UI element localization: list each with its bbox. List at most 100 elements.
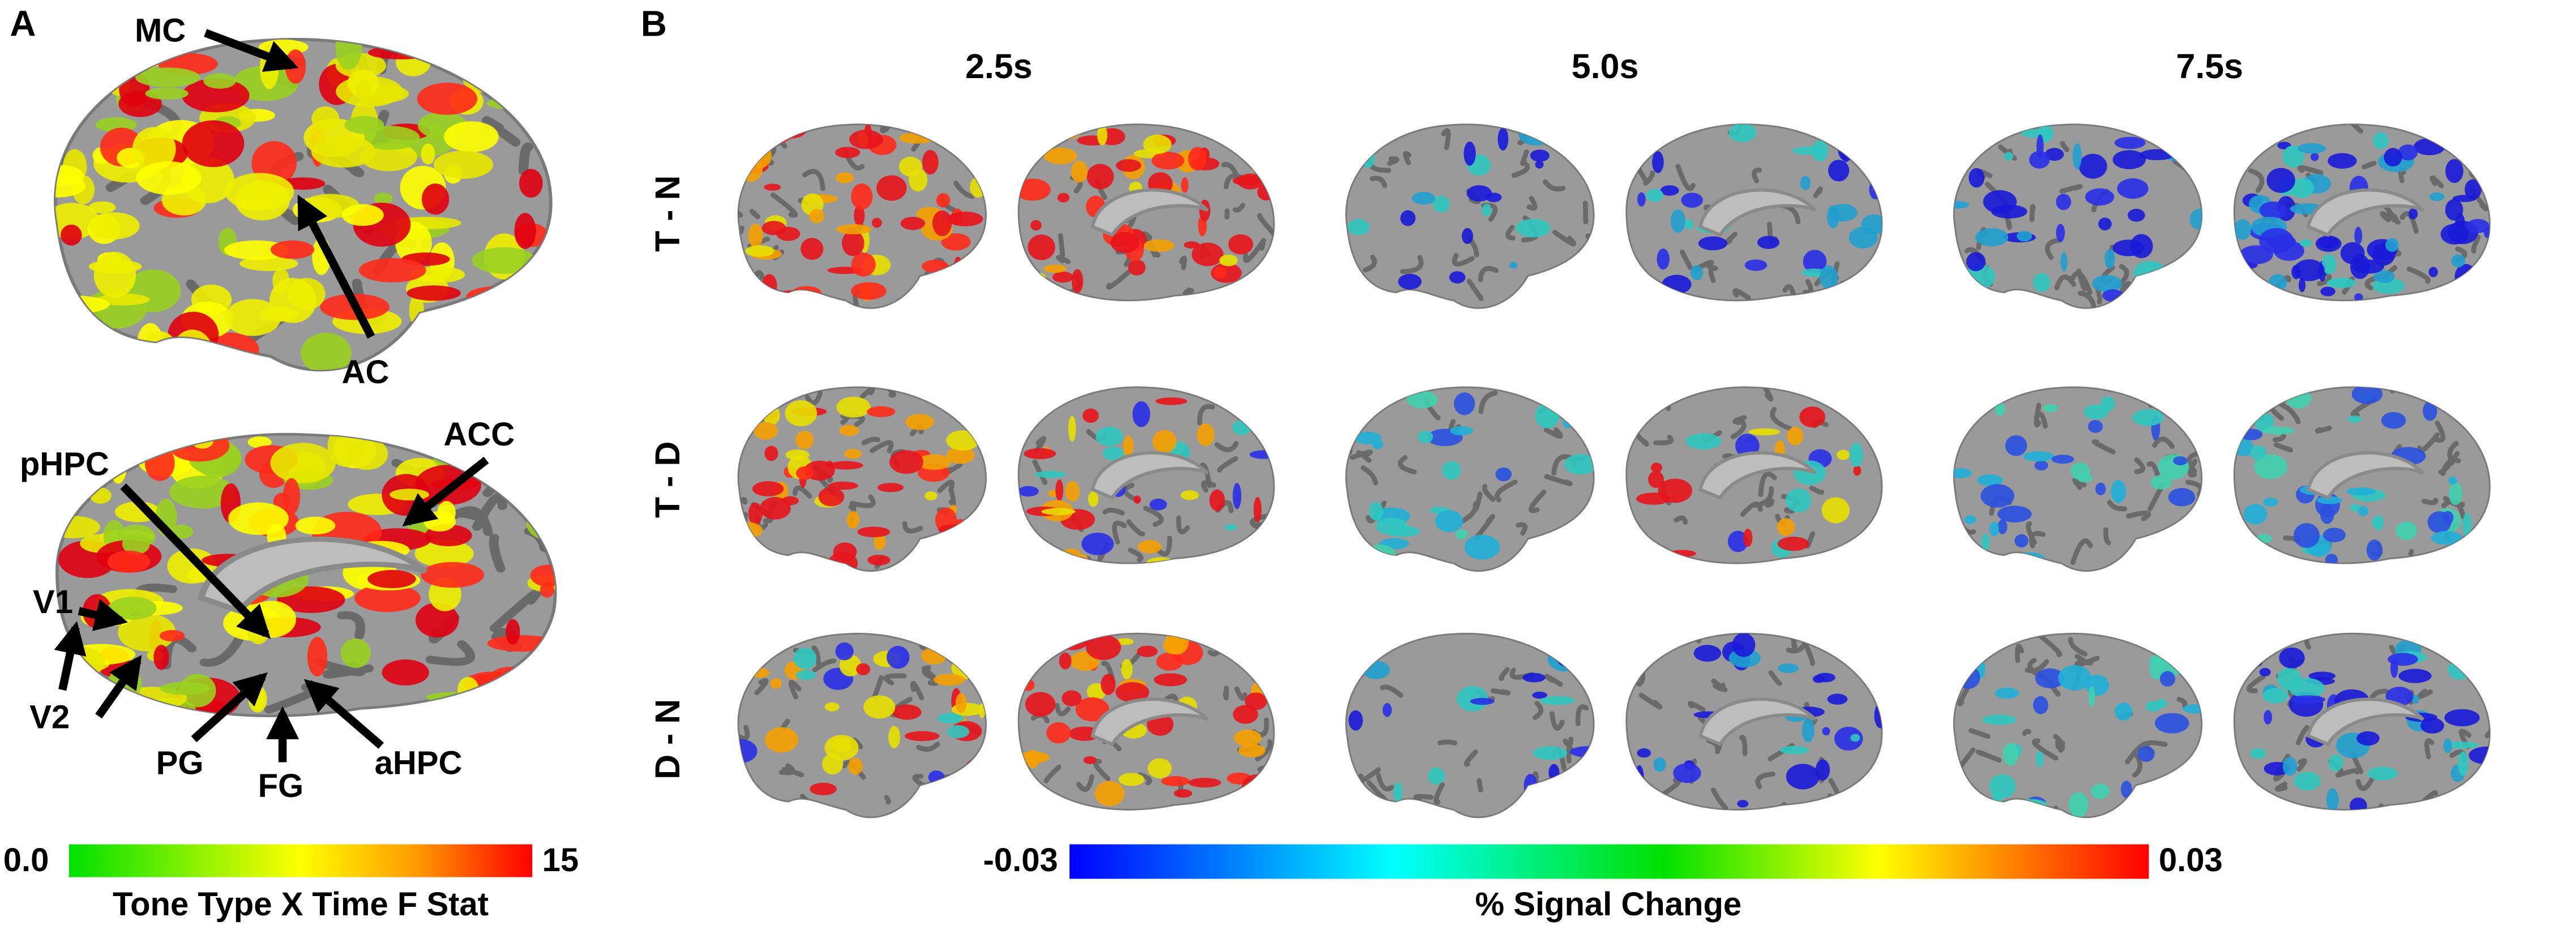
blob xyxy=(1400,210,1416,226)
sulcus xyxy=(2406,266,2430,284)
blob xyxy=(2160,671,2176,687)
sulcus xyxy=(1262,652,1274,662)
sulcus xyxy=(1552,230,1577,247)
sulcus xyxy=(1864,272,1880,297)
blob xyxy=(2083,404,2109,419)
blob xyxy=(742,633,772,646)
blob xyxy=(2476,269,2490,289)
sulcus xyxy=(2471,234,2481,254)
blob xyxy=(2310,152,2319,161)
sulcus xyxy=(2031,738,2059,761)
blob xyxy=(2328,754,2344,772)
blob xyxy=(2234,218,2252,240)
sulcus xyxy=(482,116,521,147)
blob xyxy=(1052,271,1074,283)
blob xyxy=(327,434,363,467)
blob xyxy=(904,731,940,742)
sulcus xyxy=(533,497,555,513)
blob xyxy=(2381,412,2406,429)
colorbar-max: 15 xyxy=(542,842,579,879)
sulcus xyxy=(1730,417,1747,439)
blob xyxy=(795,466,814,481)
blob xyxy=(1670,209,1685,233)
blob xyxy=(1118,773,1145,786)
blob xyxy=(433,151,494,179)
sulcus xyxy=(1434,782,1445,805)
sulcus xyxy=(738,680,743,689)
blob xyxy=(936,193,951,208)
blob xyxy=(1732,633,1756,657)
blob xyxy=(1650,462,1663,473)
blob xyxy=(1234,729,1262,747)
blob xyxy=(1043,147,1077,165)
blob xyxy=(2175,268,2202,279)
blob xyxy=(764,183,781,191)
sulcus xyxy=(2466,391,2481,408)
blob xyxy=(1457,686,1488,712)
blob xyxy=(2445,125,2461,147)
blob xyxy=(1346,651,1354,660)
sulcus xyxy=(870,440,894,453)
blob xyxy=(1849,443,1863,467)
blob xyxy=(795,430,814,449)
annotation: V2 xyxy=(29,699,70,735)
sulcus xyxy=(861,436,881,445)
blob xyxy=(1748,428,1781,436)
sulcus xyxy=(1211,635,1228,650)
sulcus xyxy=(1566,746,1574,764)
sulcus xyxy=(1765,498,1774,508)
blob xyxy=(1954,124,1975,147)
blob xyxy=(1777,537,1809,551)
blob xyxy=(1828,160,1850,182)
blob xyxy=(1449,271,1466,284)
blob xyxy=(311,106,340,132)
blob xyxy=(1068,415,1076,442)
blob xyxy=(1180,490,1199,500)
blob xyxy=(1368,502,1384,521)
blob xyxy=(1486,192,1502,203)
sulcus xyxy=(83,310,102,346)
blob xyxy=(1398,273,1422,290)
blob xyxy=(1034,132,1045,155)
sulcus xyxy=(1494,479,1518,503)
blob xyxy=(1019,486,1039,497)
activation xyxy=(1019,124,1274,301)
sulcus xyxy=(2361,160,2377,170)
sulcus xyxy=(1441,128,1451,151)
blob xyxy=(270,443,336,483)
blob xyxy=(1743,528,1753,547)
sulcus xyxy=(1179,255,1187,271)
blob xyxy=(497,55,524,96)
blob xyxy=(1252,282,1267,301)
blob xyxy=(1470,697,1495,705)
blob xyxy=(1354,431,1382,444)
blob xyxy=(2444,709,2480,727)
brain xyxy=(1625,123,1883,302)
sulcus xyxy=(1652,124,1667,136)
sulcus xyxy=(1789,633,1798,650)
sulcus xyxy=(2429,175,2444,188)
blob xyxy=(2234,657,2263,669)
blob xyxy=(1161,776,1190,786)
blob xyxy=(2451,254,2466,268)
blob xyxy=(438,323,465,346)
sulcus xyxy=(802,169,825,191)
blob xyxy=(2056,224,2065,242)
blob xyxy=(2398,144,2418,161)
blob xyxy=(1393,782,1403,803)
sulcus xyxy=(755,124,780,136)
activation xyxy=(1954,387,2202,565)
blob xyxy=(965,760,977,777)
blob xyxy=(1148,758,1172,779)
blob xyxy=(1116,159,1141,172)
blob xyxy=(2132,409,2164,426)
sulcus xyxy=(93,39,130,63)
blob xyxy=(738,739,758,764)
sulcus xyxy=(1832,287,1851,301)
sulcus xyxy=(2339,124,2363,134)
blob xyxy=(270,240,315,259)
sulcus xyxy=(489,589,542,632)
sulcus xyxy=(880,124,892,134)
blob xyxy=(924,491,938,500)
